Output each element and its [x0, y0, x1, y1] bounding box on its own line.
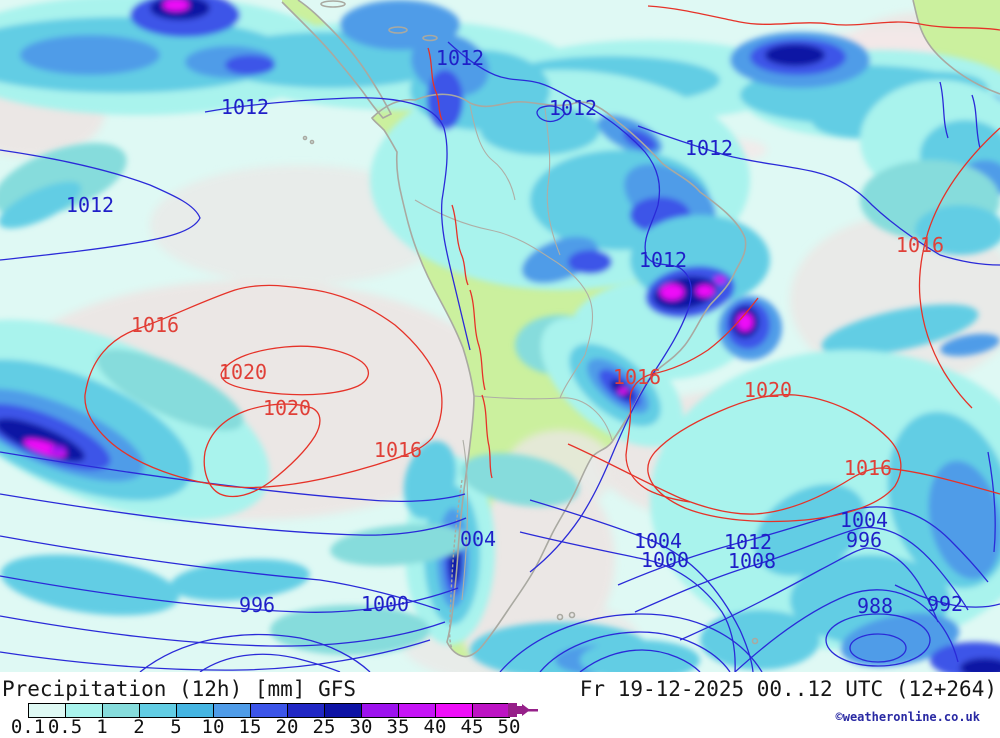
isobar-label: 996 — [239, 593, 275, 617]
legend-tick-label: 45 — [460, 716, 484, 738]
legend-tick-label: 10 — [201, 716, 225, 738]
isobar-label: 1020 — [744, 378, 792, 402]
isobar-label: 1016 — [844, 456, 892, 480]
isobar-labels: 1012 1012 1012 1012 1012 1012 1016 1020 1020 1016… — [66, 46, 963, 618]
legend-tick-label: 35 — [386, 716, 410, 738]
legend-tick-label: 50 — [497, 716, 521, 738]
legend-tick-label: 25 — [312, 716, 336, 738]
isobar-label: 996 — [846, 528, 882, 552]
isobar-label: 1004 — [840, 508, 888, 532]
isobar-label: 1012 — [724, 530, 772, 554]
isobar-label: 1016 — [896, 233, 944, 257]
isobars-red — [84, 5, 1000, 523]
legend-tick-label: 20 — [275, 716, 299, 738]
precip-legend-bar — [28, 703, 510, 718]
isobar-label: 1016 — [613, 365, 661, 389]
isobar-label: 1004 — [634, 529, 682, 553]
legend-tick-label: 40 — [423, 716, 447, 738]
isobar-label: 1012 — [549, 96, 597, 120]
isobar-label: 1012 — [436, 46, 484, 70]
isobar-label: 1016 — [131, 313, 179, 337]
isobar-label: 1012 — [66, 193, 114, 217]
isobar-label: 1020 — [219, 360, 267, 384]
isobar-label: 992 — [927, 592, 963, 616]
precipitation-fields — [0, 0, 1000, 672]
isobar-label: 1016 — [374, 438, 422, 462]
isobars-blue — [0, 41, 1000, 672]
isobar-label: 1012 — [221, 95, 269, 119]
legend-tick-label: 1 — [96, 716, 108, 738]
isobar-label: 1012 — [685, 136, 733, 160]
isobar-label: 1008 — [728, 549, 776, 573]
isobar-label: 1020 — [263, 396, 311, 420]
legend-tick-label: 0.1 — [10, 716, 46, 738]
map-datetime: Fr 19-12-2025 00..12 UTC (12+264) — [579, 677, 997, 701]
isobar-label: 988 — [857, 594, 893, 618]
weather-map: 1012 1012 1012 1012 1012 1012 1016 1020 1020 1016… — [0, 0, 1000, 672]
copyright: ©weatheronline.co.uk — [835, 710, 981, 724]
legend-tick-label: 15 — [238, 716, 262, 738]
isobar-label: 004 — [460, 527, 496, 551]
map-title: Precipitation (12h) [mm] GFS — [2, 677, 357, 701]
legend-tick-label: 5 — [170, 716, 182, 738]
isobar-label: 1000 — [641, 548, 689, 572]
isobar-label: 1000 — [361, 592, 409, 616]
legend-overflow-arrow-icon — [508, 703, 538, 717]
isobar-label: 1012 — [639, 248, 687, 272]
country-borders — [414, 104, 634, 601]
legend-tick-label: 2 — [133, 716, 145, 738]
coastlines — [281, 0, 1000, 658]
legend-tick-label: 0.5 — [47, 716, 83, 738]
legend-tick-label: 30 — [349, 716, 373, 738]
